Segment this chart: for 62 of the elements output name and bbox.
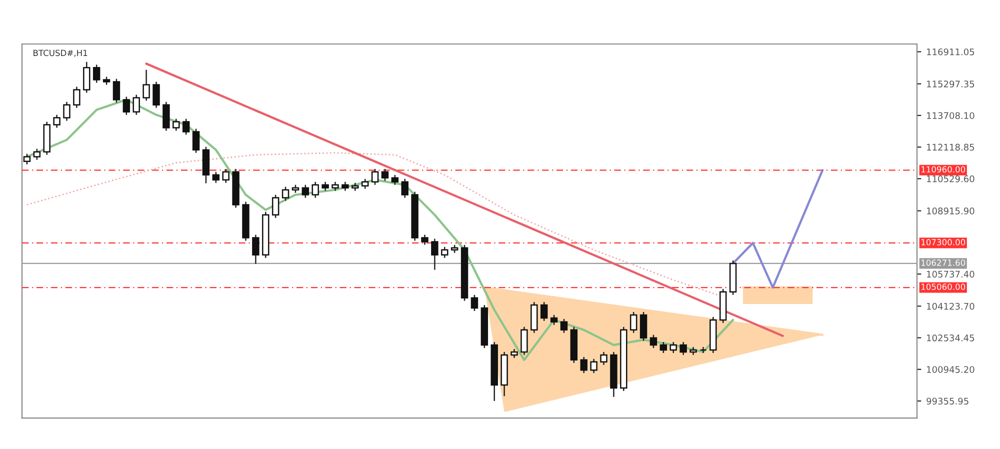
candlestick [670, 341, 677, 354]
candlestick [630, 311, 638, 334]
candlestick [431, 238, 438, 270]
candlestick [122, 96, 130, 116]
candlestick [33, 148, 41, 160]
y-tick-label: 116911.05 [927, 48, 974, 56]
candlestick [212, 171, 220, 184]
ref-line-label: 105060.00 [921, 284, 966, 290]
candlestick [520, 326, 528, 356]
candlestick [23, 153, 31, 165]
candlestick [590, 358, 598, 374]
candlestick [640, 311, 648, 342]
y-tick-label: 102534.45 [927, 334, 974, 342]
candlestick [152, 81, 160, 108]
candlestick [391, 174, 399, 186]
ref-line-label: 110960.00 [921, 166, 966, 173]
candlestick [272, 194, 280, 219]
y-tick-label: 112118.85 [927, 144, 974, 151]
candlestick [282, 186, 290, 202]
candlestick [650, 334, 658, 349]
candlestick [700, 346, 707, 354]
candlestick [132, 94, 140, 116]
candlestick [401, 178, 408, 198]
candlestick [83, 61, 90, 94]
text: BTCUSD#,H1 [34, 50, 88, 57]
y-tick-label: 99355.95 [926, 398, 968, 405]
candlestick [540, 301, 548, 322]
y-tick-label: 115297.35 [927, 80, 974, 88]
ref-line-label: 107300.00 [921, 239, 966, 246]
candlestick [73, 86, 80, 108]
y-tick-label: 104123.70 [927, 302, 974, 310]
candlestick [312, 181, 319, 198]
candlestick [112, 78, 120, 104]
candlestick [550, 314, 558, 326]
candlestick [371, 168, 379, 186]
candlestick [92, 64, 100, 84]
candlestick [192, 128, 200, 154]
candlestick [660, 341, 668, 354]
candlestick [441, 246, 448, 258]
candlestick [182, 118, 190, 136]
candlestick [222, 168, 230, 184]
y-tick-label: 113708.10 [927, 112, 974, 120]
y-tick-label: 108915.90 [927, 208, 974, 214]
candlestick [680, 341, 687, 356]
candlestick [53, 114, 60, 128]
candlestick [162, 101, 170, 132]
y-tick-label: 110529.60 [927, 175, 974, 182]
candlestick [421, 234, 428, 246]
candlestick [361, 178, 369, 190]
y-tick-label: 105737.40 [927, 270, 974, 278]
candlestick [63, 101, 70, 122]
candlestick [600, 351, 608, 366]
candlestick [252, 234, 260, 264]
candlestick [381, 168, 389, 182]
candlestick [470, 294, 478, 312]
ref-line-label: 106271.60 [921, 260, 966, 266]
y-tick-label: 100945.20 [927, 366, 974, 373]
candlestick [302, 184, 310, 198]
candlestick [172, 118, 180, 132]
candlestick [580, 356, 588, 374]
candlestick [560, 318, 568, 334]
candlestick [142, 69, 150, 102]
